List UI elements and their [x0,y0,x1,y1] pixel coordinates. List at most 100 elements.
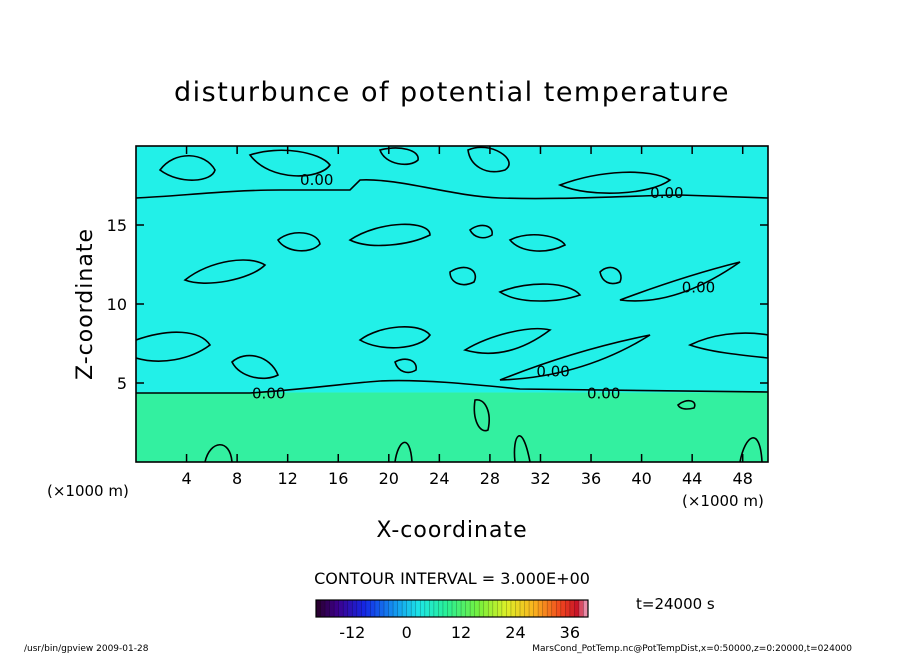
x-tick-label: 24 [429,469,449,488]
x-unit-right: (×1000 m) [682,492,764,510]
colorbar-cell [452,600,457,617]
colorbar-ticks: -12 0 12 24 36 [339,623,580,642]
colorbar-cell [420,600,426,617]
contour-loop [358,326,431,349]
colorbar-cell [565,600,571,617]
contour-loop [231,354,280,379]
contour-loop [394,441,413,462]
colorbar-cell [438,600,444,617]
colorbar-cell [320,600,326,617]
colorbar-cell [501,600,507,617]
contour-loop [513,435,531,462]
colorbar-cell [365,600,371,617]
colorbar-cell [361,600,367,617]
x-tick-label: 32 [530,469,550,488]
colorbar-cell [338,600,344,617]
colorbar-cell [433,600,439,617]
colorbar-cell [583,600,589,617]
colorbar-cell [474,600,480,617]
colorbar-cell [406,600,412,617]
colorbar-cell [347,600,353,617]
contour-loop [557,171,672,194]
x-tick-label: 4 [181,469,191,488]
colorbar-frame [315,599,589,618]
zero-contour-upper [136,179,768,200]
contour-loop [394,358,417,374]
colorbar-cell [529,600,534,617]
colorbar-cell [429,600,435,617]
contour-value-label: 0.00 [587,384,620,402]
colorbar-cell [520,600,525,617]
chart-title: disturbunce of potential temperature [174,77,730,108]
contour-loop [463,327,552,354]
contour-loop [468,224,493,239]
contour-value-label: 0.00 [682,279,715,297]
y-axis-label: Z-coordinate [73,228,98,380]
x-tick-label: 28 [480,469,500,488]
colorbar-cell [515,600,521,617]
contour-loop [136,331,212,362]
contour-loop [599,266,622,285]
contour-value-label: 0.00 [536,362,569,380]
colorbar-cell [510,600,516,617]
colorbar-cell [388,600,394,617]
region-band [136,146,768,393]
colorbar-cell [356,600,362,617]
contour-loop [473,399,490,432]
colorbar-cell [447,600,453,617]
x-tick-label: 16 [328,469,348,488]
colorbar-cell [497,600,503,617]
contour-value-label: 0.00 [252,384,285,402]
colorbar-cell [533,600,539,617]
contour-loop [677,399,696,410]
contour-loop [204,444,233,462]
contour-loop [619,261,741,302]
footer-left: /usr/bin/gpview 2009-01-28 [24,644,149,654]
contour-value-label: 0.00 [650,184,683,202]
colorbar-cell [542,600,548,617]
x-axis: 4 8 12 16 20 24 28 32 36 40 44 48 [181,146,753,488]
colorbar-cell [492,600,498,617]
colorbar-tick-label: 24 [505,623,525,642]
time-label: t=24000 s [636,595,715,613]
contour-value-label: 0.00 [300,171,333,189]
colorbar-cell [506,600,512,617]
colorbar-cell [325,600,330,617]
footer-right: MarsCond_PotTemp.nc@PotTempDist,x=0:5000… [532,644,852,654]
x-tick-label: 12 [278,469,298,488]
contour-loop [276,232,321,252]
contour-loop [158,155,216,181]
colorbar-cell [370,600,376,617]
colorbar-cell [329,600,335,617]
contour-loop [348,223,431,247]
colorbar-cell [569,600,575,617]
contour-loop [498,283,582,302]
colorbar-cell [488,600,494,617]
y-tick-label: 15 [107,216,127,235]
contour-lines [136,146,768,462]
colorbar-cell [374,600,380,617]
colorbar-cell [479,600,485,617]
plot-area: 0.000.00 0.000.000.000.00 4 8 12 16 20 24 28 32 3… [107,145,769,488]
colorbar-cell [456,600,462,617]
colorbar-cell [465,600,471,617]
colorbar-cell [424,600,430,617]
contour-loop [183,259,267,284]
colorbar-cell [415,600,421,617]
colorbar-cell [547,600,553,617]
x-tick-label: 44 [682,469,702,488]
colorbar-cell [411,600,417,617]
colorbar-cell [316,600,321,617]
colorbar-cell [393,600,398,617]
colorbar-cell [470,600,476,617]
colorbar-cell [524,600,530,617]
colorbar-cell [442,600,448,617]
contour-loop [248,149,331,177]
colorbar-cell [560,600,566,617]
colorbar-cell [574,600,580,617]
colorbar-cell [578,600,584,617]
contour-loop [739,437,763,462]
colorbar-tick-label: 12 [451,623,471,642]
contour-loop [508,234,567,252]
